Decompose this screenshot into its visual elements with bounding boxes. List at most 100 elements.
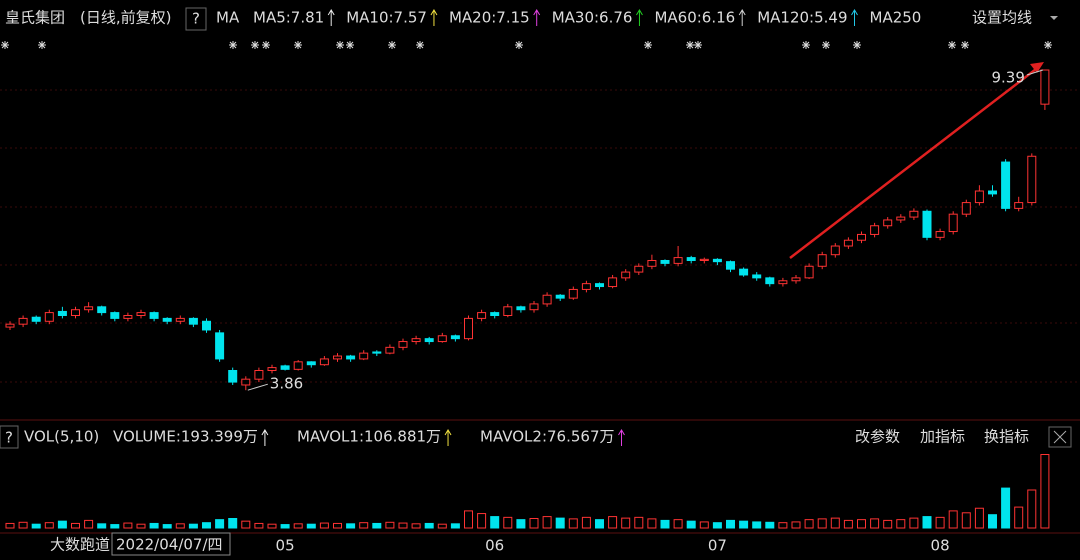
volume-bar bbox=[1040, 454, 1050, 529]
up-arrow bbox=[533, 9, 541, 26]
candle-body bbox=[228, 370, 238, 383]
volume-bar bbox=[974, 507, 984, 529]
volume-bar bbox=[306, 523, 316, 529]
candle-body bbox=[1040, 69, 1050, 105]
volume-bar bbox=[817, 518, 827, 529]
volume-bar bbox=[1014, 506, 1024, 529]
signal-star bbox=[262, 41, 270, 49]
vol-mavol1: MAVOL1:106.881万 bbox=[297, 428, 441, 446]
signal-star bbox=[388, 41, 396, 49]
up-arrow bbox=[327, 9, 335, 26]
high-pointer bbox=[1026, 69, 1044, 76]
candle-body bbox=[267, 367, 277, 372]
volume-bar bbox=[752, 521, 762, 529]
volume-bar bbox=[647, 518, 657, 529]
high-label: 9.39 bbox=[991, 69, 1024, 87]
volume-bar bbox=[778, 522, 788, 529]
volume-bar bbox=[254, 522, 264, 529]
volume-bar bbox=[464, 510, 473, 529]
volume-bar bbox=[608, 516, 618, 529]
signal-star bbox=[802, 41, 810, 49]
volume-bar bbox=[686, 520, 696, 529]
candle-body bbox=[896, 216, 906, 221]
ma-item: MA250 bbox=[870, 9, 922, 27]
candle-body bbox=[84, 306, 94, 311]
help-box[interactable] bbox=[0, 425, 19, 449]
volume-bar bbox=[424, 522, 434, 529]
candle-body bbox=[18, 317, 28, 325]
volume-bar bbox=[385, 521, 395, 529]
ma-legend: MA5:7.81 MA10:7.57 MA20:7.15 MA30:6.76 MA60:… bbox=[253, 9, 921, 27]
close-icon[interactable] bbox=[1053, 430, 1067, 444]
ma-item: MA20:7.15 bbox=[449, 9, 530, 27]
candle-body bbox=[136, 312, 146, 316]
settings[interactable]: 设置均线 bbox=[972, 9, 1032, 27]
candle-body bbox=[974, 190, 984, 204]
x-tick-label: 08 bbox=[931, 537, 950, 555]
candle-body bbox=[411, 338, 421, 343]
button[interactable]: 加指标 bbox=[920, 428, 965, 446]
vol-volume: VOLUME:193.399万 bbox=[113, 428, 258, 446]
candle-body bbox=[778, 280, 788, 285]
volume-bar bbox=[948, 510, 958, 529]
candle-body bbox=[319, 358, 329, 366]
candle-body bbox=[110, 312, 120, 319]
volume-bar bbox=[595, 519, 604, 529]
volume-bar bbox=[843, 519, 853, 529]
volume-bar bbox=[870, 518, 880, 529]
candle-body bbox=[1001, 161, 1011, 209]
volume-bar bbox=[71, 522, 80, 529]
volume-bar bbox=[555, 517, 565, 529]
candle-body bbox=[1014, 202, 1024, 209]
volume-bar bbox=[568, 518, 578, 529]
volume-bar bbox=[804, 519, 814, 529]
candle-body bbox=[765, 277, 775, 285]
candle-body bbox=[555, 294, 565, 299]
volume-bar bbox=[333, 522, 342, 529]
candle-body bbox=[464, 317, 473, 340]
help[interactable]: ? bbox=[5, 429, 13, 447]
volume-bar bbox=[372, 522, 382, 529]
volume-bar bbox=[1027, 489, 1037, 529]
signal-star bbox=[229, 41, 237, 49]
candle-body bbox=[673, 257, 683, 264]
signal-star bbox=[346, 41, 354, 49]
candle-body bbox=[870, 225, 880, 235]
date-box bbox=[111, 532, 231, 556]
volume-bar bbox=[516, 519, 526, 529]
low-label: 3.86 bbox=[270, 375, 303, 393]
volume-bar bbox=[935, 516, 945, 529]
button[interactable]: 换指标 bbox=[984, 428, 1029, 446]
candle-body bbox=[293, 361, 303, 370]
volume-bar bbox=[162, 524, 172, 529]
candle-body bbox=[385, 346, 395, 354]
signal-star bbox=[686, 41, 694, 49]
volume-bar bbox=[267, 523, 277, 529]
mode: (日线,前复权) bbox=[80, 9, 171, 27]
candle-body bbox=[241, 378, 251, 386]
close-box[interactable] bbox=[1048, 426, 1072, 448]
help-box[interactable] bbox=[185, 7, 207, 31]
volume-bar bbox=[739, 520, 749, 529]
vol-mavol2: MAVOL2:76.567万 bbox=[480, 428, 615, 446]
volume-bar bbox=[202, 522, 211, 529]
candle-body bbox=[333, 355, 342, 360]
volume-bar bbox=[123, 522, 133, 529]
candle-body bbox=[149, 312, 159, 319]
help[interactable]: ? bbox=[192, 10, 200, 28]
volume-bar bbox=[175, 523, 185, 529]
dropdown[interactable] bbox=[1050, 16, 1058, 20]
candle-body bbox=[162, 317, 172, 322]
low-pointer bbox=[247, 383, 268, 391]
volume-bar bbox=[634, 516, 644, 529]
candle-body bbox=[202, 320, 211, 331]
volume-bar bbox=[961, 512, 971, 529]
candle-body bbox=[346, 355, 356, 360]
volume-bar bbox=[922, 516, 932, 529]
volume-bar bbox=[712, 522, 722, 529]
candle-body bbox=[398, 341, 408, 348]
button[interactable]: 改参数 bbox=[855, 428, 900, 446]
ma-item: MA120:5.49 bbox=[757, 9, 847, 27]
volume-bar bbox=[57, 520, 67, 529]
candle-body bbox=[752, 274, 762, 279]
